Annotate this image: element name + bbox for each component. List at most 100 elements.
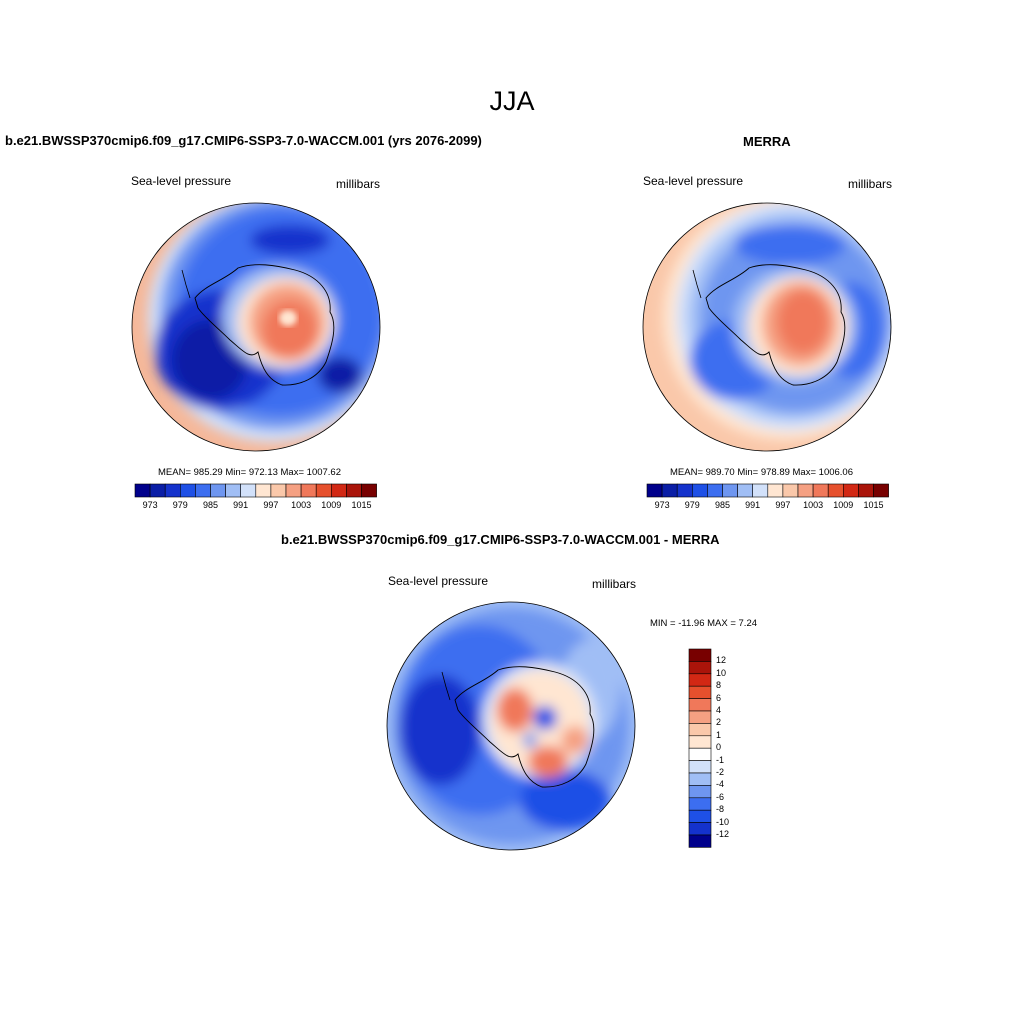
right-colorbar-tick-label: 997 — [775, 500, 791, 510]
diff-colorbar-cell — [688, 648, 712, 662]
diff-colorbar-tick-label: 4 — [716, 705, 722, 715]
right-colorbar-cell — [646, 483, 663, 498]
left-colorbar-cell — [164, 483, 181, 498]
diff-colorbar-tick-label: 8 — [716, 680, 722, 691]
right-colorbar-cell — [737, 483, 753, 498]
diff-colorbar-cell — [688, 723, 712, 737]
right-colorbar-tick-label: 979 — [684, 500, 700, 510]
diff-colorbar-cell — [688, 785, 712, 799]
right-map-border — [642, 202, 892, 452]
left-panel-title: b.e21.BWSSP370cmip6.f09_g17.CMIP6-SSP3-7… — [5, 133, 482, 148]
right-colorbar-tick-label: 1009 — [833, 500, 854, 510]
right-colorbar-cell — [752, 483, 769, 498]
left-colorbar-cell — [180, 483, 196, 498]
right-colorbar — [646, 483, 889, 498]
left-colorbar-cell — [330, 483, 347, 498]
diff-colorbar-cell — [688, 834, 712, 848]
left-colorbar-tick-label: 1009 — [321, 500, 342, 510]
left-colorbar-cell — [210, 483, 226, 498]
right-variable-label: Sea-level pressure — [643, 174, 744, 188]
left-colorbar-tick-label: 973 — [142, 500, 158, 510]
left-colorbar-tick-label: 985 — [202, 500, 219, 510]
diff-colorbar-tick-label: 2 — [716, 717, 722, 728]
right-colorbar-cell — [842, 483, 859, 498]
diff-colorbar-tick-label: -12 — [716, 829, 730, 839]
diff-colorbar-tick-label: -6 — [716, 791, 725, 802]
diff-colorbar — [688, 648, 712, 848]
diff-colorbar-tick-label: 1 — [716, 729, 722, 740]
right-colorbar-cell — [661, 483, 678, 498]
diff-map-border — [386, 601, 636, 851]
left-polar-map — [132, 203, 380, 451]
left-colorbar-cell — [346, 483, 362, 498]
left-colorbar-tick-label: 1003 — [291, 500, 312, 510]
diff-colorbar-tick-label: -1 — [716, 754, 725, 765]
left-colorbar-cell — [255, 483, 272, 498]
diff-colorbar-tick-label: 12 — [716, 655, 727, 666]
left-colorbar-cell — [361, 483, 377, 498]
diff-colorbar-tick-label: 10 — [716, 667, 727, 678]
diff-colorbar-cell — [688, 797, 712, 811]
diff-colorbar-cell — [688, 772, 712, 786]
left-units-label: millibars — [336, 177, 381, 191]
left-colorbar — [134, 483, 377, 498]
left-colorbar-cell — [134, 483, 151, 498]
diff-panel-title: b.e21.BWSSP370cmip6.f09_g17.CMIP6-SSP3-7… — [281, 532, 720, 547]
diff-colorbar-tick-label: -8 — [716, 804, 725, 815]
diff-variable-label: Sea-level pressure — [388, 574, 489, 588]
diff-colorbar-tick-label: -10 — [716, 816, 730, 827]
right-colorbar-cell — [707, 483, 723, 498]
left-colorbar-cell — [300, 483, 317, 498]
diff-polar-map — [387, 602, 635, 850]
diff-colorbar-cell — [688, 760, 712, 774]
diff-colorbar-cell — [688, 710, 712, 724]
right-polar-map — [643, 203, 891, 451]
left-colorbar-tick-label: 979 — [172, 500, 188, 510]
diff-units-label: millibars — [592, 577, 637, 591]
diff-colorbar-cell — [688, 673, 712, 687]
right-colorbar-cell — [858, 483, 874, 498]
right-colorbar-tick-label: 1015 — [863, 500, 884, 510]
left-colorbar-tick-label: 1015 — [351, 500, 372, 510]
left-stats: MEAN= 985.29 Min= 972.13 Max= 1007.62 — [158, 467, 341, 478]
diff-colorbar-cell — [688, 698, 712, 712]
right-colorbar-cell — [812, 483, 829, 498]
diff-colorbar-tick-label: 0 — [716, 742, 722, 753]
right-colorbar-cell — [767, 483, 784, 498]
left-colorbar-tick-label: 991 — [233, 500, 249, 510]
right-colorbar-cell — [676, 483, 693, 498]
diff-colorbar-cell — [688, 735, 712, 749]
right-colorbar-tick-label: 991 — [745, 500, 761, 510]
diff-colorbar-cell — [688, 809, 712, 823]
left-colorbar-cell — [149, 483, 166, 498]
right-panel-title: MERRA — [743, 134, 791, 149]
right-colorbar-cell — [691, 483, 708, 498]
diff-colorbar-tick-label: -4 — [716, 779, 725, 790]
right-colorbar-tick-label: 973 — [654, 500, 670, 510]
diff-colorbar-cell — [688, 822, 712, 836]
right-stats: MEAN= 989.70 Min= 978.89 Max= 1006.06 — [670, 467, 853, 478]
left-colorbar-cell — [240, 483, 257, 498]
left-variable-label: Sea-level pressure — [131, 174, 232, 188]
diff-colorbar-cell — [688, 747, 712, 761]
diff-stats: MIN = -11.96 MAX = 7.24 — [650, 618, 758, 629]
diff-colorbar-tick-label: 6 — [716, 692, 722, 703]
right-colorbar-cell — [782, 483, 799, 498]
right-colorbar-tick-label: 985 — [714, 500, 731, 510]
left-colorbar-cell — [315, 483, 332, 498]
diff-colorbar-cell — [688, 685, 712, 699]
right-colorbar-cell — [797, 483, 814, 498]
left-colorbar-cell — [195, 483, 211, 498]
left-colorbar-cell — [225, 483, 242, 498]
right-colorbar-tick-label: 1003 — [803, 500, 824, 510]
left-colorbar-tick-label: 997 — [263, 500, 279, 510]
right-units-label: millibars — [848, 177, 893, 191]
right-colorbar-cell — [873, 483, 889, 498]
diff-colorbar-cell — [688, 661, 712, 675]
figure-title: JJA — [489, 86, 535, 116]
right-colorbar-cell — [827, 483, 844, 498]
left-colorbar-cell — [285, 483, 302, 498]
left-colorbar-cell — [270, 483, 287, 498]
left-map-border — [131, 202, 381, 452]
